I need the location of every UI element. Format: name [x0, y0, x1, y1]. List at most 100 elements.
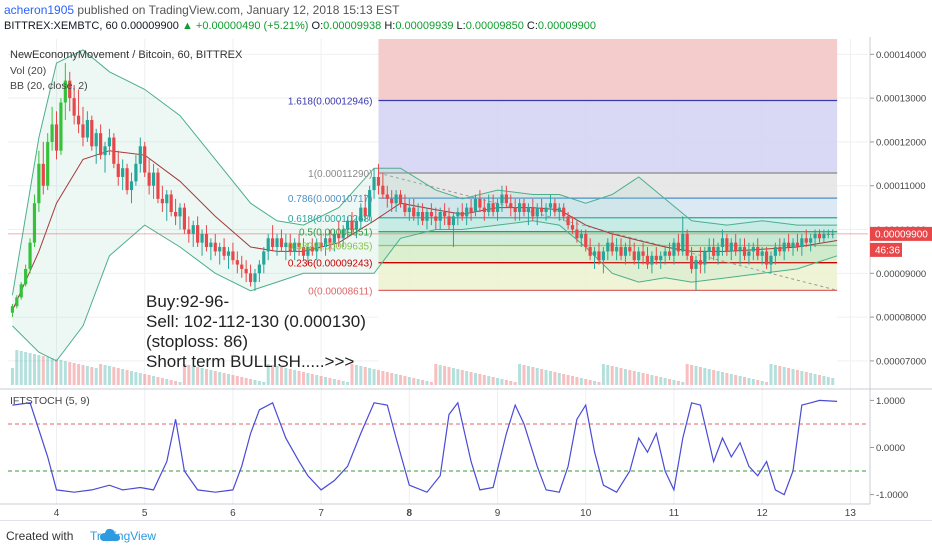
volume-bar: [209, 370, 213, 385]
chart-canvas[interactable]: 0(0.00008611) 0.236(0.00009243) 0.382(0.00…: [0, 37, 932, 520]
candle-body: [791, 242, 795, 248]
volume-bar: [372, 369, 376, 385]
candle-body: [764, 251, 769, 265]
candle-body: [659, 255, 663, 261]
last-price: 0.00009900: [120, 20, 179, 32]
candle-body: [354, 220, 359, 230]
volume-bar: [271, 365, 275, 385]
fib-zone-top: [378, 39, 838, 101]
trade-annotation[interactable]: Buy:92-96- Sell: 102-112-130 (0.000130) …: [146, 292, 366, 371]
volume-bar: [41, 356, 45, 385]
candle-body: [59, 102, 63, 151]
candle-body: [266, 238, 270, 252]
volume-bar: [641, 373, 645, 385]
candle-body: [645, 255, 650, 265]
volume-bar: [478, 374, 482, 385]
candle-body: [129, 181, 134, 191]
candle-body: [200, 233, 204, 243]
candle-body: [76, 115, 81, 125]
candle-body: [218, 247, 222, 252]
volume-bar: [504, 380, 508, 385]
candle-body: [32, 203, 37, 243]
volume-bar: [328, 378, 332, 385]
candle-body: [689, 255, 694, 269]
candle-body: [301, 247, 306, 256]
time-tick-label: 12: [757, 508, 769, 519]
candle-body: [165, 194, 169, 204]
volume-bar: [672, 380, 676, 385]
candle-body: [359, 207, 363, 221]
candle-body: [734, 242, 738, 252]
candle-body: [601, 251, 605, 261]
volume-bar: [694, 366, 698, 385]
candle-body: [271, 238, 275, 248]
time-tick-label: 11: [669, 508, 680, 519]
candle-body: [315, 242, 319, 252]
candle-body: [676, 242, 680, 252]
volume-bar: [500, 379, 504, 385]
price-tick-label: 0.00007000: [876, 356, 926, 367]
volume-bar: [55, 359, 59, 385]
candle-body: [584, 233, 588, 248]
osc-line: [12, 399, 838, 496]
fib-zone: [378, 100, 838, 174]
volume-bar: [720, 372, 724, 385]
volume-bar: [584, 379, 588, 385]
candle-body: [99, 133, 103, 156]
author-link[interactable]: acheron1905: [4, 3, 75, 17]
volume-bar: [425, 381, 429, 385]
volume-bar: [668, 379, 672, 385]
candle-body: [182, 207, 187, 230]
candle-body: [800, 238, 804, 248]
fib-level-label: 1.618(0.00012946): [288, 96, 373, 107]
candle-body: [279, 238, 284, 248]
volume-bar: [103, 365, 107, 385]
fib-zone-clear: [378, 290, 838, 385]
candle-body: [517, 203, 522, 212]
volume-bar: [760, 381, 764, 385]
candle-body: [350, 220, 354, 230]
candle-body: [323, 238, 328, 248]
candle-body: [623, 247, 628, 256]
candle-body: [398, 194, 403, 204]
candle-body: [24, 268, 28, 285]
candle-body: [756, 247, 760, 256]
candle-body: [500, 194, 504, 204]
candle-body: [760, 251, 764, 256]
annotation-line-2: Sell: 102-112-130 (0.000130): [146, 312, 366, 331]
volume-bar: [681, 382, 685, 385]
candle-body: [456, 212, 460, 217]
volume-bar: [632, 371, 636, 385]
volume-bar: [782, 367, 786, 385]
candle-body: [235, 260, 239, 265]
candle-body: [553, 203, 557, 212]
candle-body: [173, 212, 178, 217]
volume-bar: [597, 382, 601, 385]
candle-body: [429, 212, 433, 217]
volume-bar: [518, 364, 522, 385]
candle-body: [795, 242, 800, 248]
volume-bar: [645, 374, 649, 385]
volume-bar: [121, 369, 125, 385]
tradingview-brand[interactable]: TradingView: [90, 529, 157, 543]
close-value: 0.00009900: [537, 20, 597, 32]
candle-body: [332, 233, 336, 243]
volume-bar: [593, 381, 597, 385]
candle-body: [447, 216, 451, 226]
volume-bar: [134, 372, 138, 385]
volume-bar: [306, 373, 310, 385]
candle-body: [588, 247, 592, 256]
candle-body: [681, 233, 685, 252]
volume-bar: [606, 365, 610, 385]
volume-bar: [165, 379, 169, 385]
volume-bar: [235, 376, 239, 385]
candle-body: [90, 120, 94, 147]
volume-bar: [456, 369, 460, 385]
price-tick-label: 0.00008000: [876, 313, 926, 324]
volume-bar: [68, 362, 72, 385]
candle-body: [465, 207, 469, 217]
volume-bar: [443, 366, 447, 385]
candle-body: [337, 233, 341, 239]
volume-bar: [831, 378, 835, 385]
candle-body: [345, 220, 350, 230]
